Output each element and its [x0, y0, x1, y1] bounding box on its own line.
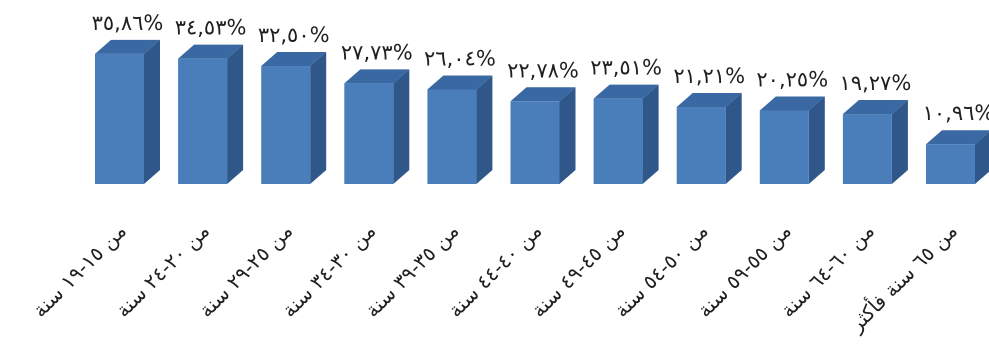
bar-front-face [926, 144, 975, 184]
data-label: ٢٦,٠٤% [424, 46, 496, 70]
bar-front-face [759, 110, 809, 184]
data-label: ٣٢,٥٠% [258, 23, 330, 47]
bar-top-face [593, 84, 659, 99]
bar [510, 87, 576, 184]
bar-side-face [808, 96, 825, 184]
data-label: ١٩,٢٧% [840, 71, 912, 95]
data-label: ٢٧,٧٣% [341, 40, 413, 64]
bars-layer [95, 39, 989, 185]
bar-top-face [427, 75, 493, 90]
bar-side-face [725, 93, 742, 184]
bar-front-face [593, 98, 643, 184]
bar-side-face [227, 44, 244, 185]
bar-top-face [261, 52, 327, 67]
bar-top-face [676, 93, 742, 108]
bar [95, 39, 160, 184]
data-label: ١٠,٩٦% [923, 101, 989, 125]
bar-top-face [926, 130, 989, 145]
bar-top-face [759, 96, 825, 111]
bar-top-face [178, 44, 244, 59]
bar [759, 96, 825, 184]
bar [842, 100, 908, 184]
bar [261, 52, 327, 185]
bar-side-face [310, 52, 327, 185]
bar [926, 130, 989, 184]
data-label: ٢٠,٢٥% [756, 67, 828, 91]
bar [344, 69, 410, 184]
bar-top-face [842, 100, 908, 115]
bar-side-face [559, 87, 576, 184]
data-label: ٣٥,٨٦% [92, 11, 164, 35]
bar-front-face [510, 101, 560, 184]
data-label: ٣٤,٥٣% [175, 16, 247, 40]
bar-front-face [842, 114, 892, 184]
bar-side-face [975, 131, 989, 184]
bar-top-face [95, 39, 160, 54]
bar-side-face [476, 75, 493, 184]
bar-front-face [427, 89, 477, 184]
bar [178, 44, 244, 185]
bar-front-face [178, 58, 228, 185]
data-label: ٢٢,٧٨% [507, 58, 579, 82]
bar [593, 84, 659, 184]
bar-front-face [261, 66, 311, 184]
bar [676, 93, 742, 184]
data-label: ٢١,٢١% [673, 64, 745, 88]
bar-front-face [95, 53, 144, 184]
data-label: ٢٣,٥١% [590, 56, 662, 80]
bar-side-face [642, 84, 659, 184]
bar-top-face [344, 69, 410, 84]
bar-side-face [393, 69, 410, 184]
bar [427, 75, 493, 184]
bar-top-face [510, 87, 576, 102]
bar-front-face [344, 83, 394, 184]
bar-front-face [676, 107, 726, 184]
bar-side-face [144, 39, 160, 184]
bar-side-face [891, 100, 908, 184]
value-labels-layer: ٣٥,٨٦% ٣٤,٥٣% ٣٢,٥٠% ٢٧,٧٣% ٢٦,٠٤% ٢٢,٧٨% ٢٣,٥… [92, 11, 989, 125]
